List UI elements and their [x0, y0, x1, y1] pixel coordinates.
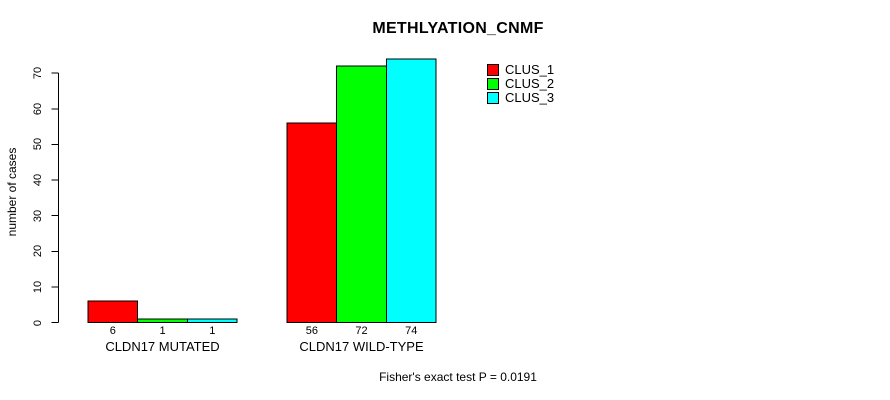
y-tick-label: 40	[32, 173, 44, 187]
pvalue-text: Fisher's exact test P = 0.0191	[379, 370, 537, 384]
legend-swatch-clus3-icon	[487, 92, 499, 104]
y-tick-label: 30	[32, 209, 44, 222]
y-tick-label: 10	[32, 280, 44, 293]
legend-label-clus1: CLUS_1	[505, 62, 555, 77]
y-tick-label: 50	[32, 138, 44, 151]
bar-value-label: 6	[109, 325, 116, 337]
bar-value-label: 56	[305, 325, 318, 337]
chart-title: METHLYATION_CNMF	[372, 20, 544, 37]
legend-label-clus3: CLUS_3	[505, 90, 555, 105]
legend-label-clus2: CLUS_2	[505, 76, 555, 91]
bar-clus_1-group1	[87, 300, 139, 323]
group-label-mutated: CLDN17 MUTATED	[105, 339, 220, 354]
bar-clus_3-group2	[385, 58, 437, 323]
legend-swatch-clus1-icon	[487, 64, 499, 76]
bar-value-label: 74	[405, 325, 418, 337]
y-tick-label: 0	[32, 319, 44, 326]
legend-item-clus3: CLUS_3	[487, 90, 555, 105]
legend-item-clus2: CLUS_2	[487, 76, 555, 91]
y-tick-label: 70	[32, 67, 44, 80]
bar-clus_3-group1	[186, 318, 238, 323]
bar-clus_1-group2	[286, 122, 338, 323]
bar-clus_2-group2	[336, 65, 387, 323]
bar-value-label: 1	[209, 325, 216, 337]
bar-clus_2-group1	[137, 318, 188, 323]
legend-item-clus1: CLUS_1	[487, 62, 555, 77]
y-tick-label: 60	[32, 102, 44, 115]
y-axis-title: number of cases	[5, 147, 19, 237]
group-label-wildtype: CLDN17 WILD-TYPE	[299, 339, 424, 354]
bar-value-label: 1	[159, 325, 166, 337]
bar-value-label: 72	[355, 325, 368, 337]
legend-swatch-clus2-icon	[487, 78, 499, 90]
legend: CLUS_1 CLUS_2 CLUS_3	[487, 62, 555, 106]
y-tick-label: 20	[32, 245, 44, 258]
